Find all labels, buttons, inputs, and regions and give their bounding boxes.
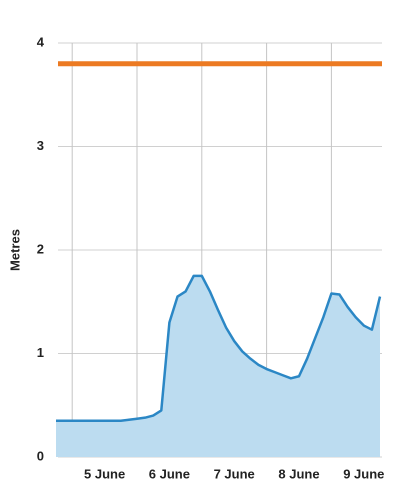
x-tick-label: 9 June: [343, 466, 384, 481]
y-tick-label: 1: [37, 345, 44, 360]
area-fill: [56, 275, 380, 457]
y-tick-label: 2: [37, 241, 44, 256]
y-tick-label: 4: [37, 34, 45, 49]
line: [56, 274, 382, 423]
y-tick-label: 0: [37, 448, 44, 463]
x-tick-label: 6 June: [149, 466, 190, 481]
x-tick-label: 5 June: [84, 466, 125, 481]
x-tick-label: 7 June: [214, 466, 255, 481]
x-tick-label: 8 June: [278, 466, 319, 481]
y-axis-label: Metres: [7, 229, 22, 271]
y-tick-label: 3: [37, 138, 44, 153]
